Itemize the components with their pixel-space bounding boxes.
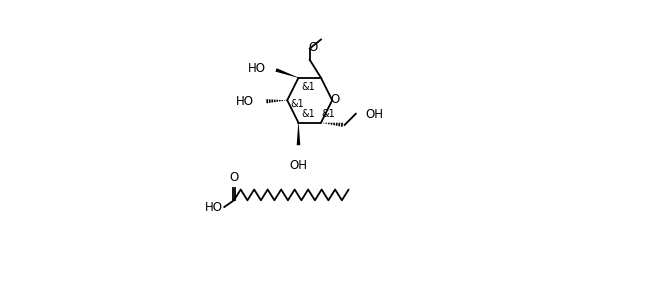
Polygon shape <box>275 68 298 78</box>
Text: &1: &1 <box>290 99 304 109</box>
Text: O: O <box>229 171 238 184</box>
Text: O: O <box>308 41 318 54</box>
Text: O: O <box>330 93 340 106</box>
Polygon shape <box>297 123 300 145</box>
Text: HO: HO <box>205 201 222 214</box>
Text: HO: HO <box>236 95 253 108</box>
Text: HO: HO <box>248 62 266 75</box>
Text: OH: OH <box>289 159 307 172</box>
Text: OH: OH <box>365 108 383 121</box>
Text: &1: &1 <box>302 82 315 92</box>
Text: &1: &1 <box>302 109 315 119</box>
Text: &1: &1 <box>321 109 335 119</box>
